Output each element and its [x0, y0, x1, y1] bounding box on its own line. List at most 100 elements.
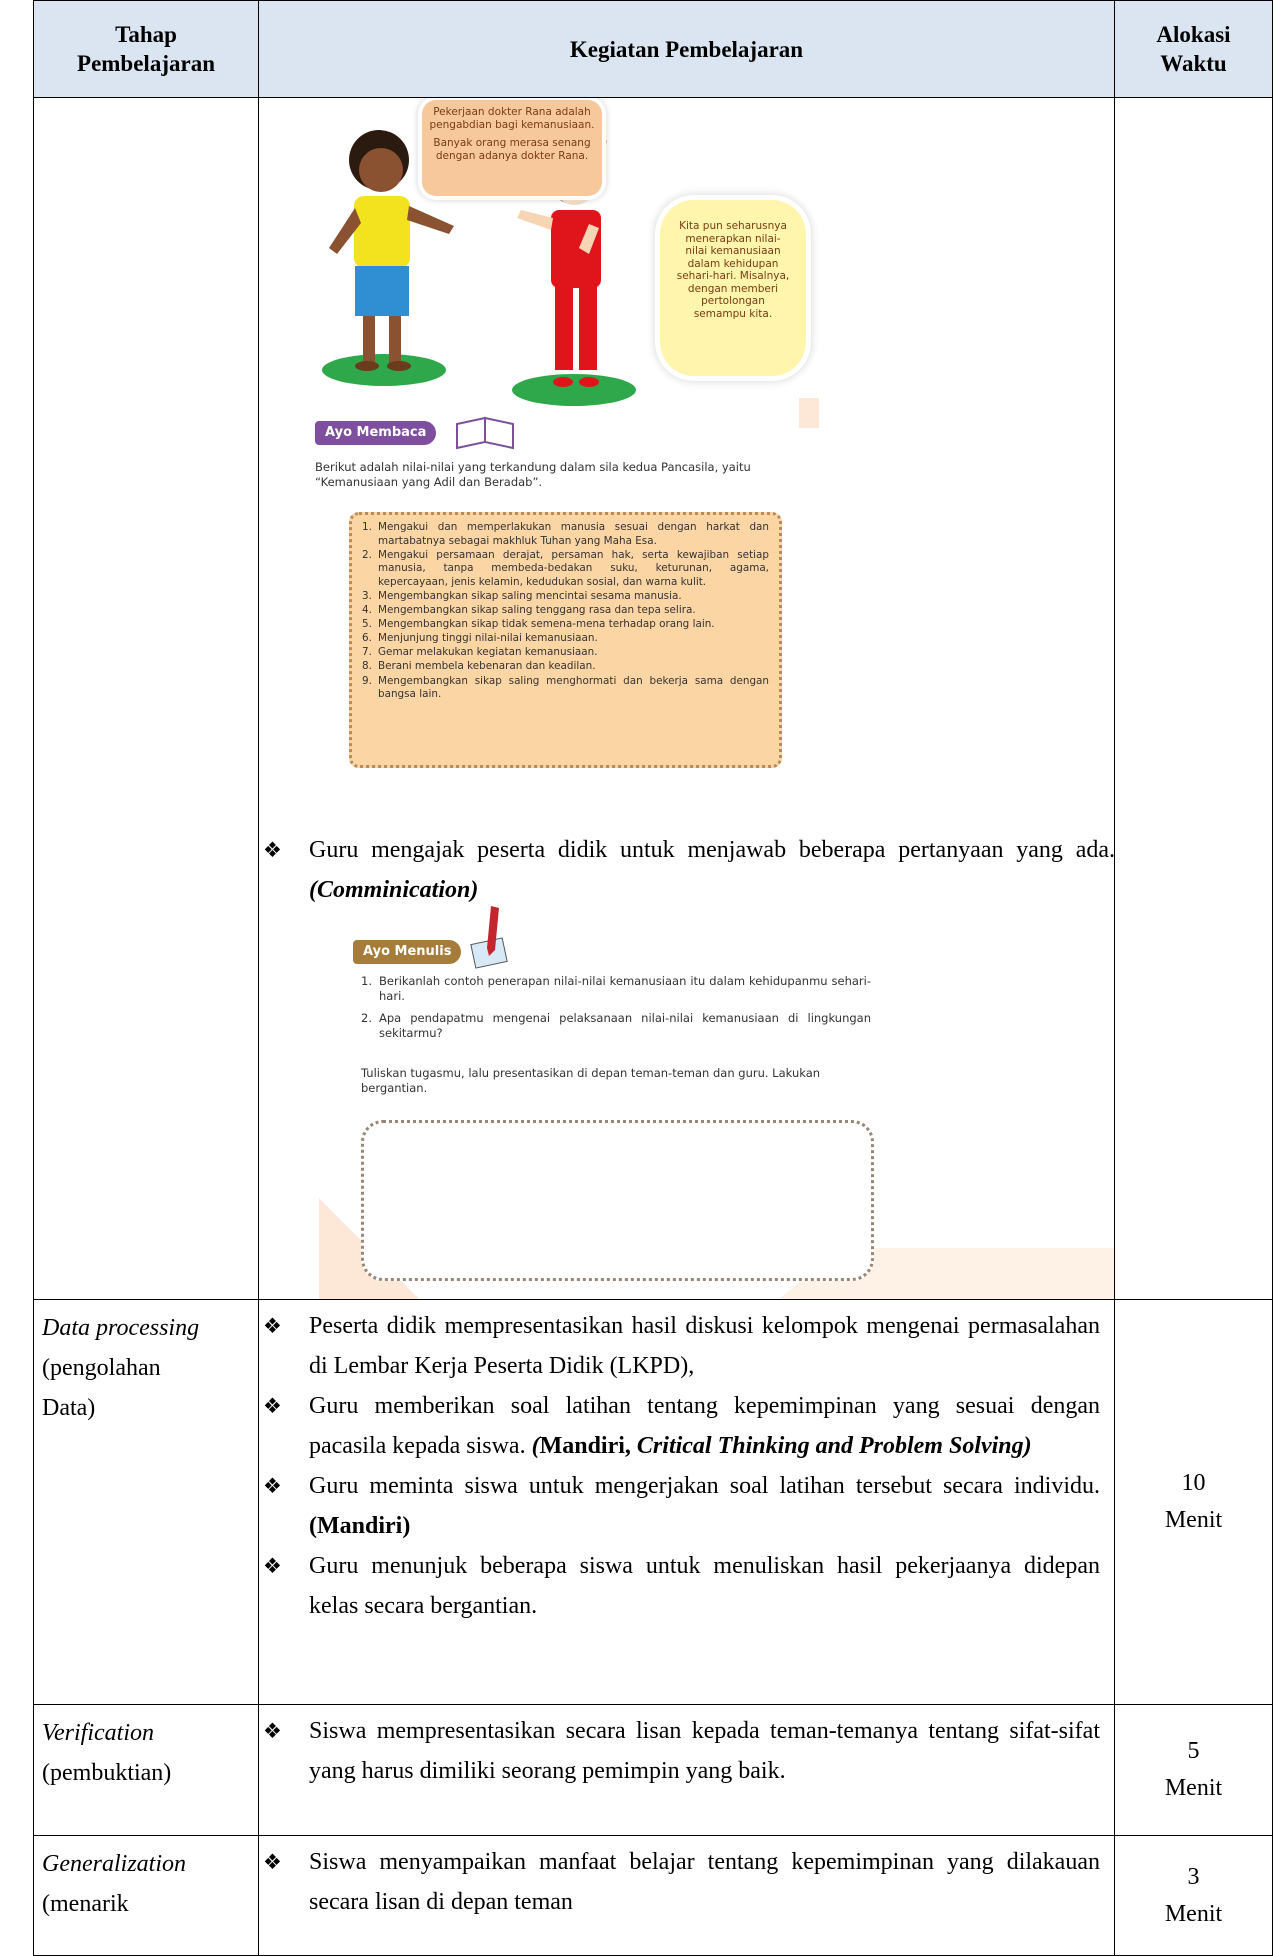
answer-box — [361, 1120, 874, 1281]
list-item: 9. Mengembangkan sikap saling menghormati… — [362, 675, 769, 702]
item-text: Gemar melakukan kegiatan kemanusiaan. — [378, 646, 598, 659]
list-item: 5. Mengembangkan sikap tidak semena-mena … — [362, 618, 769, 632]
speech-bubble: Pekerjaan dokter Rana adalah pengabdian … — [422, 100, 602, 196]
header-cell: Alokasi Waktu — [1114, 0, 1273, 98]
time-cell: 10 Menit — [1114, 1299, 1273, 1705]
item-number: 1. — [362, 521, 372, 533]
item-number: 8. — [362, 660, 372, 673]
time-line: 10 — [1181, 1470, 1206, 1496]
bullet: ❖ — [263, 1474, 282, 1498]
text-run: Mandiri, — [539, 1433, 631, 1459]
activity-cell: ❖ Peserta didik mempresentasikan hasil di… — [258, 1299, 1115, 1705]
item-text: Berikanlah contoh penerapan nilai-nilai … — [379, 974, 871, 1003]
bullet: ❖ — [263, 1394, 282, 1418]
item-number: 2. — [361, 1011, 372, 1025]
activity-item: ❖ Peserta didik mempresentasikan hasil di… — [259, 1306, 1100, 1386]
stage-cell: Verification (pembuktian) — [33, 1704, 259, 1836]
activity-item: ❖ Guru meminta siswa untuk mengerjakan so… — [259, 1466, 1100, 1546]
activity-item: ❖ Guru mengajak peserta didik untuk menja… — [259, 830, 1114, 910]
time-line: Menit — [1164, 1507, 1223, 1533]
time-line: 3 — [1187, 1863, 1200, 1890]
list-item: 1. Berikanlah contoh penerapan nilai-nila… — [361, 974, 871, 1003]
text-run: Siswa menyampaikan manfaat belajar tenta… — [309, 1849, 1100, 1915]
section-label: Ayo Membaca — [315, 421, 437, 445]
list-item: 8. Berani membela kebenaran dan keadilan. — [362, 660, 769, 674]
item-text: Mengembangkan sikap saling menghormati d… — [378, 674, 769, 701]
stage-line: (pengolahan — [42, 1355, 161, 1381]
stage-line: Generalization — [42, 1851, 186, 1877]
activity-cell: ❖ Siswa mempresentasikan secara lisan kep… — [258, 1704, 1115, 1836]
time-cell — [1114, 97, 1273, 1300]
lesson-table: Tahap Pembelajaran Kegiatan Pembelajaran… — [33, 0, 1273, 1956]
reading-box: 1. Mengakui dan memperlakukan manusia ses… — [349, 512, 782, 768]
activity-cell: ❖ Siswa menyampaikan manfaat belajar tent… — [258, 1835, 1115, 1956]
text-run: Critical Thinking and Problem Solving) — [630, 1433, 1032, 1459]
item-text: Mengembangkan sikap saling tenggang rasa… — [378, 604, 696, 617]
item-text: Mengembangkan sikap saling mencintai ses… — [378, 589, 682, 602]
list-item: 2. Apa pendapatmu mengenai pelaksanaan ni… — [361, 1011, 871, 1040]
item-text: Mengakui persamaan derajat, persaman hak… — [378, 548, 769, 588]
text-run: Siswa mempresentasikan secara lisan kepa… — [309, 1718, 1100, 1784]
activity-list: ❖ Guru mengajak peserta didik untuk menja… — [259, 824, 1114, 910]
activity-item: ❖ Siswa mempresentasikan secara lisan kep… — [259, 1711, 1100, 1791]
item-text: Apa pendapatmu mengenai pelaksanaan nila… — [379, 1011, 871, 1040]
time-cell: 5 Menit — [1114, 1704, 1273, 1836]
section-label: Ayo Menulis — [353, 940, 462, 964]
item-number: 5. — [362, 618, 372, 631]
bullet: ❖ — [263, 1554, 282, 1578]
media-block: Pekerjaan dokter Rana adalah pengabdian … — [259, 98, 1114, 1299]
bullet: ❖ — [263, 838, 282, 862]
item-number: 9. — [362, 674, 372, 687]
page: Tahap Pembelajaran Kegiatan Pembelajaran… — [33, 0, 1273, 1956]
speech-bubble: Kita pun seharusnya menerapkan nilai-nil… — [660, 200, 806, 376]
bullet: ❖ — [263, 1850, 282, 1874]
stage-cell — [33, 97, 259, 1300]
writing-list: 1. Berikanlah contoh penerapan nilai-nila… — [361, 974, 871, 1048]
list-item: 7. Gemar melakukan kegiatan kemanusiaan. — [362, 646, 769, 660]
item-text: Mengakui dan memperlakukan manusia sesua… — [378, 521, 769, 547]
item-text: Berani membela kebenaran dan keadilan. — [378, 660, 596, 673]
text-run: (Comminication) — [309, 877, 479, 903]
item-number: 2. — [362, 548, 372, 561]
header-cell: Kegiatan Pembelajaran — [258, 0, 1115, 98]
stage-line: Data) — [42, 1395, 96, 1421]
bubble-text: Pekerjaan dokter Rana adalah pengabdian … — [429, 106, 595, 131]
text-run: Guru meminta siswa untuk mengerjakan soa… — [309, 1473, 1100, 1499]
item-number: 4. — [362, 604, 372, 617]
activity-list: ❖ Peserta didik mempresentasikan hasil di… — [259, 1300, 1114, 1626]
activity-item: ❖ Guru menunjuk beberapa siswa untuk menu… — [259, 1546, 1100, 1626]
list-item: 6. Menjunjung tinggi nilai-nilai kemanusi… — [362, 632, 769, 646]
time-line: 5 — [1187, 1738, 1200, 1764]
reading-intro: Berikut adalah nilai-nilai yang terkandu… — [315, 460, 751, 489]
bullet: ❖ — [263, 1719, 282, 1743]
stage-line: Verification — [42, 1720, 154, 1746]
item-number: 1. — [361, 974, 372, 988]
item-number: 3. — [362, 589, 372, 602]
item-text: Menjunjung tinggi nilai-nilai kemanusiaa… — [378, 632, 598, 645]
time-line: Menit — [1164, 1775, 1223, 1801]
text-run: Guru menunjuk beberapa siswa untuk menul… — [309, 1553, 1100, 1619]
stage-line: (menarik — [42, 1891, 129, 1917]
activity-cell: Pekerjaan dokter Rana adalah pengabdian … — [258, 97, 1115, 1300]
illustration — [319, 130, 1114, 1299]
list-item: 2. Mengakui persamaan derajat, persaman h… — [362, 549, 769, 590]
item-number: 7. — [362, 646, 372, 659]
stage-cell: Data processing (pengolahan Data) — [33, 1299, 259, 1705]
time-cell: 3 Menit — [1114, 1835, 1273, 1956]
stage-line: Data processing — [42, 1315, 200, 1341]
list-item: 3. Mengembangkan sikap saling mencintai s… — [362, 590, 769, 604]
activity-item: ❖ Guru memberikan soal latihan tentang ke… — [259, 1386, 1100, 1466]
activity-item: ❖ Siswa menyampaikan manfaat belajar tent… — [259, 1842, 1100, 1922]
header-cell: Tahap Pembelajaran — [33, 0, 259, 98]
media-row: Pekerjaan dokter Rana adalah pengabdian … — [33, 97, 1273, 1300]
text-run: Peserta didik mempresentasikan hasil dis… — [309, 1313, 1100, 1379]
stage-cell: Generalization (menarik — [33, 1835, 259, 1956]
item-text: Mengembangkan sikap tidak semena-mena te… — [378, 618, 715, 631]
text-run: Guru memberikan soal latihan tentang kep… — [309, 1393, 1100, 1459]
list-item: 4. Mengembangkan sikap saling tenggang ra… — [362, 604, 769, 618]
time-line: Menit — [1164, 1900, 1223, 1927]
writing-instruction: Tuliskan tugasmu, lalu presentasikan di … — [361, 1066, 821, 1095]
stage-line: (pembuktian) — [42, 1760, 172, 1786]
text-run: (Mandiri) — [309, 1513, 411, 1539]
activity-list: ❖ Siswa menyampaikan manfaat belajar tent… — [259, 1836, 1114, 1922]
